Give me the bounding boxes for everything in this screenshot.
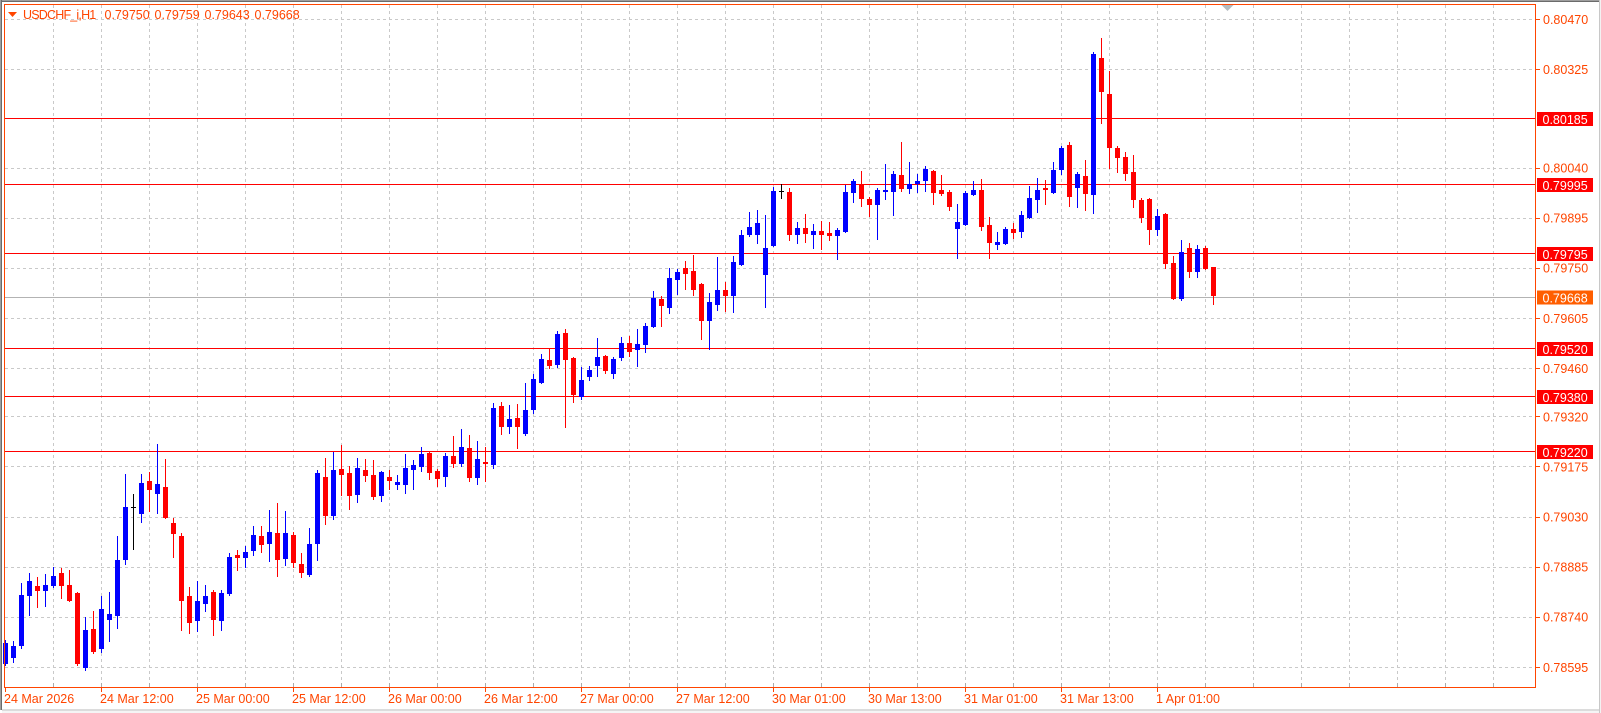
svg-text:30 Mar 13:00: 30 Mar 13:00 <box>868 692 942 706</box>
svg-text:26 Mar 12:00: 26 Mar 12:00 <box>484 692 558 706</box>
svg-text:0.79643: 0.79643 <box>205 8 250 22</box>
svg-text:0.79220: 0.79220 <box>1543 446 1588 460</box>
svg-text:27 Mar 00:00: 27 Mar 00:00 <box>580 692 654 706</box>
svg-text:0.79995: 0.79995 <box>1543 179 1588 193</box>
svg-text:0.79668: 0.79668 <box>255 8 300 22</box>
svg-text:0.79320: 0.79320 <box>1543 410 1588 424</box>
svg-text:0.78595: 0.78595 <box>1543 661 1588 675</box>
svg-text:0.80185: 0.80185 <box>1543 113 1588 127</box>
svg-text:31 Mar 13:00: 31 Mar 13:00 <box>1060 692 1134 706</box>
svg-text:0.80470: 0.80470 <box>1543 13 1588 27</box>
svg-text:1 Apr 01:00: 1 Apr 01:00 <box>1156 692 1220 706</box>
svg-text:0.80040: 0.80040 <box>1543 162 1588 176</box>
svg-text:0.79895: 0.79895 <box>1543 212 1588 226</box>
svg-text:0.79175: 0.79175 <box>1543 460 1588 474</box>
svg-text:0.80325: 0.80325 <box>1543 63 1588 77</box>
svg-text:27 Mar 12:00: 27 Mar 12:00 <box>676 692 750 706</box>
svg-text:24 Mar 12:00: 24 Mar 12:00 <box>100 692 174 706</box>
svg-text:0.79750: 0.79750 <box>1543 262 1588 276</box>
svg-text:25 Mar 00:00: 25 Mar 00:00 <box>196 692 270 706</box>
svg-text:0.79759: 0.79759 <box>155 8 200 22</box>
svg-text:0.79460: 0.79460 <box>1543 362 1588 376</box>
svg-text:USDCHF_i,H1: USDCHF_i,H1 <box>23 8 96 22</box>
svg-text:30 Mar 01:00: 30 Mar 01:00 <box>772 692 846 706</box>
svg-text:0.79030: 0.79030 <box>1543 511 1588 525</box>
svg-text:0.78740: 0.78740 <box>1543 611 1588 625</box>
svg-text:0.79380: 0.79380 <box>1543 391 1588 405</box>
svg-text:31 Mar 01:00: 31 Mar 01:00 <box>964 692 1038 706</box>
svg-text:25 Mar 12:00: 25 Mar 12:00 <box>292 692 366 706</box>
svg-text:0.79668: 0.79668 <box>1543 291 1588 305</box>
svg-text:0.79520: 0.79520 <box>1543 343 1588 357</box>
svg-text:26 Mar 00:00: 26 Mar 00:00 <box>388 692 462 706</box>
svg-text:0.78885: 0.78885 <box>1543 561 1588 575</box>
svg-text:0.79750: 0.79750 <box>105 8 150 22</box>
svg-text:0.79795: 0.79795 <box>1543 248 1588 262</box>
svg-text:0.79605: 0.79605 <box>1543 312 1588 326</box>
svg-text:24 Mar 2026: 24 Mar 2026 <box>4 692 74 706</box>
